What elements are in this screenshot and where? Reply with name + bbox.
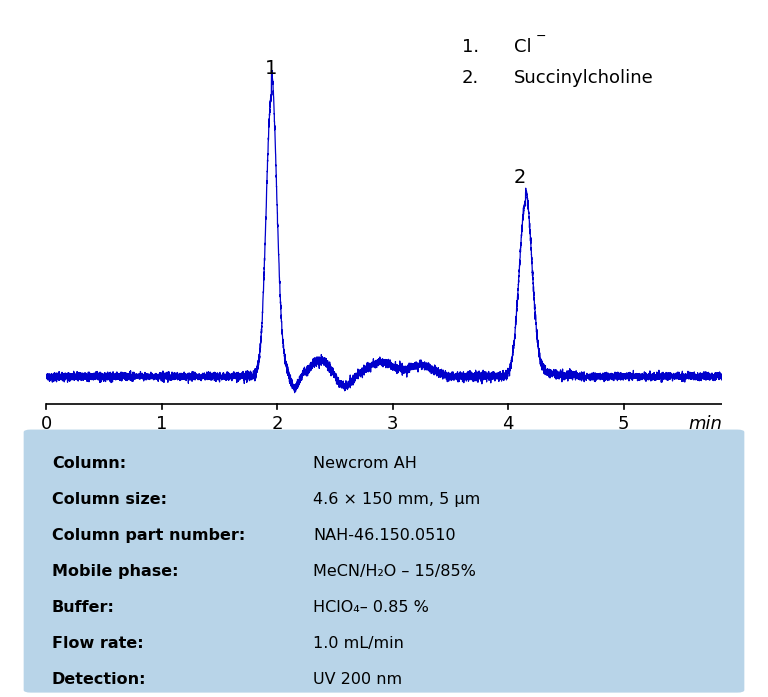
- Text: Buffer:: Buffer:: [52, 600, 114, 615]
- Text: Column part number:: Column part number:: [52, 528, 245, 543]
- Text: 1: 1: [156, 415, 167, 433]
- Text: Succinylcholine: Succinylcholine: [514, 69, 654, 87]
- Text: 3: 3: [387, 415, 399, 433]
- Text: Cl: Cl: [514, 38, 531, 56]
- Text: 2.: 2.: [462, 69, 479, 87]
- Text: HClO₄– 0.85 %: HClO₄– 0.85 %: [313, 600, 429, 615]
- Text: 2: 2: [514, 168, 526, 187]
- Text: Column size:: Column size:: [52, 491, 167, 507]
- Text: Detection:: Detection:: [52, 672, 147, 687]
- Text: NAH-46.150.0510: NAH-46.150.0510: [313, 528, 456, 543]
- Text: −: −: [536, 30, 546, 43]
- Text: 1: 1: [265, 59, 277, 78]
- Text: 2: 2: [271, 415, 283, 433]
- Text: Mobile phase:: Mobile phase:: [52, 564, 178, 579]
- Text: 0: 0: [41, 415, 51, 433]
- Text: 4: 4: [502, 415, 514, 433]
- Text: UV 200 nm: UV 200 nm: [313, 672, 402, 687]
- Text: Newcrom AH: Newcrom AH: [313, 456, 417, 470]
- Text: 4.6 × 150 mm, 5 μm: 4.6 × 150 mm, 5 μm: [313, 491, 481, 507]
- Text: 1.: 1.: [462, 38, 479, 56]
- Text: min: min: [688, 415, 722, 433]
- Text: 5: 5: [618, 415, 630, 433]
- Text: Column:: Column:: [52, 456, 126, 470]
- Text: MeCN/H₂O – 15/85%: MeCN/H₂O – 15/85%: [313, 564, 476, 579]
- FancyBboxPatch shape: [24, 429, 744, 693]
- Text: Flow rate:: Flow rate:: [52, 636, 144, 651]
- Text: 1.0 mL/min: 1.0 mL/min: [313, 636, 404, 651]
